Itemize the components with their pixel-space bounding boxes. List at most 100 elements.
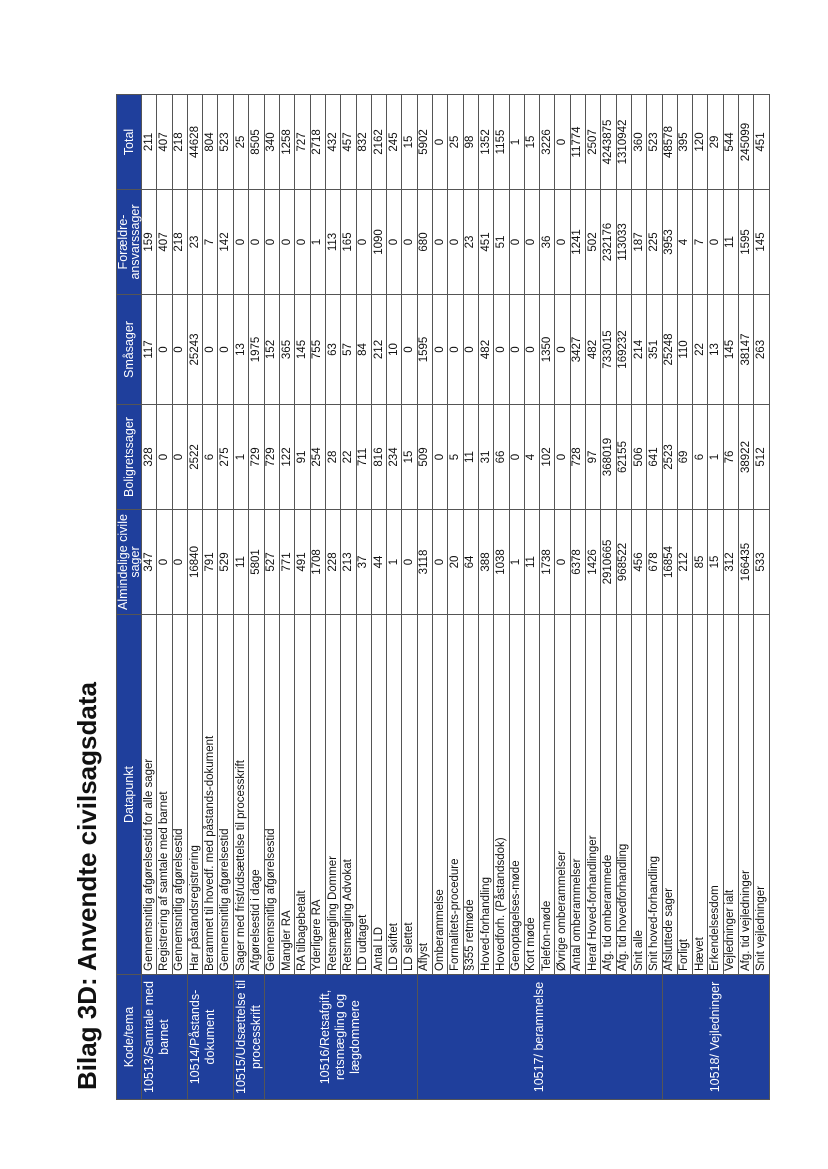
table-row: Øvrige omberammelser 0 0 0 0 0 bbox=[554, 94, 571, 1100]
value-cell: 0 bbox=[233, 189, 249, 295]
value-cell: 0 bbox=[509, 404, 525, 510]
value-cell: 0 bbox=[447, 189, 464, 295]
value-cell: 22 bbox=[340, 404, 357, 510]
value-cell: 2507 bbox=[585, 94, 601, 190]
value-cell: 365 bbox=[279, 294, 295, 405]
value-cell: 23 bbox=[187, 189, 203, 295]
value-cell: 245 bbox=[386, 94, 402, 190]
table-row: Gennemsnitlig afgørelsestid 0 0 0 218 218 bbox=[172, 94, 188, 1100]
value-cell: 212 bbox=[677, 509, 693, 615]
value-cell: 527 bbox=[264, 509, 280, 615]
value-cell: 25 bbox=[447, 94, 464, 190]
value-cell: 13 bbox=[707, 294, 724, 405]
value-cell: 97 bbox=[585, 404, 601, 510]
datapoint-label: Gennemsnitlig afgørelsestid for alle sag… bbox=[141, 614, 157, 975]
table-row: Mangler RA 771 122 365 0 1258 bbox=[279, 94, 295, 1100]
value-cell: 1595 bbox=[738, 189, 754, 295]
datapoint-label: LD skiftet bbox=[386, 614, 402, 975]
title: Bilag 3D: Anvendte civilsagsdata bbox=[72, 682, 102, 1090]
table-row: Berammet til hovedf. med påstands-dokume… bbox=[202, 94, 218, 1100]
value-cell: 85 bbox=[692, 509, 708, 615]
table-row: Gennemsnitlig afgørelsestid 529 275 0 142 523 bbox=[217, 94, 234, 1100]
value-cell: 6378 bbox=[570, 509, 586, 615]
value-cell: 457 bbox=[340, 94, 357, 190]
value-cell: 145 bbox=[294, 294, 311, 405]
value-cell: 0 bbox=[248, 189, 265, 295]
value-cell: 187 bbox=[631, 189, 647, 295]
value-cell: 254 bbox=[310, 404, 326, 510]
datapoint-label: Telefon-møde bbox=[539, 614, 555, 975]
value-cell: 211 bbox=[141, 94, 157, 190]
value-cell: 7 bbox=[692, 189, 708, 295]
value-cell: 482 bbox=[478, 294, 494, 405]
value-cell: 523 bbox=[646, 94, 662, 190]
value-cell: 728 bbox=[570, 404, 586, 510]
value-cell: 22 bbox=[692, 294, 708, 405]
value-cell: 84 bbox=[356, 294, 372, 405]
value-cell: 0 bbox=[432, 404, 448, 510]
datapoint-label: Snit hoved-forhandling bbox=[646, 614, 662, 975]
value-cell: 0 bbox=[264, 189, 280, 295]
datapoint-label: Har påstandsregistrering bbox=[187, 614, 203, 975]
datapoint-label: LD udtaget bbox=[356, 614, 372, 975]
value-cell: 15 bbox=[401, 404, 418, 510]
value-cell: 11 bbox=[233, 509, 249, 615]
value-cell: 36 bbox=[539, 189, 555, 295]
value-cell: 44628 bbox=[187, 94, 203, 190]
value-cell: 1310942 bbox=[616, 94, 632, 190]
value-cell: 212 bbox=[371, 294, 387, 405]
value-cell: 1038 bbox=[493, 509, 510, 615]
table-row: Snit hoved-forhandling 678 641 351 225 523 bbox=[646, 94, 662, 1100]
datapoint-label: Afg. tid vejledninger bbox=[738, 614, 754, 975]
value-cell: 13 bbox=[233, 294, 249, 405]
datapoint-label: Afsluttede sager bbox=[662, 614, 678, 975]
value-cell: 145 bbox=[723, 294, 739, 405]
value-cell: 4243875 bbox=[600, 94, 617, 190]
datapoint-label: Omberammelse bbox=[432, 614, 448, 975]
value-cell: 48578 bbox=[662, 94, 678, 190]
table-row: Hævet 85 6 22 7 120 bbox=[692, 94, 708, 1100]
value-cell: 15 bbox=[524, 94, 540, 190]
datapoint-label: Øvrige omberammelser bbox=[554, 614, 571, 975]
table-body: 10513/Samtale med barnet Gennemsnitlig af… bbox=[141, 94, 770, 1100]
value-cell: 5902 bbox=[417, 94, 433, 190]
value-cell: 1 bbox=[386, 509, 402, 615]
value-cell: 0 bbox=[172, 509, 188, 615]
value-cell: 69 bbox=[677, 404, 693, 510]
value-cell: 44 bbox=[371, 509, 387, 615]
code-cell: 10515/Udsættelse til processkrift bbox=[233, 974, 265, 1100]
value-cell: 122 bbox=[279, 404, 295, 510]
datapoint-label: Erkendelsesdom bbox=[707, 614, 724, 975]
value-cell: 3427 bbox=[570, 294, 586, 405]
value-cell: 506 bbox=[631, 404, 647, 510]
value-cell: 152 bbox=[264, 294, 280, 405]
datapoint-label: Vejledninger ialt bbox=[723, 614, 739, 975]
value-cell: 0 bbox=[294, 189, 311, 295]
value-cell: 37 bbox=[356, 509, 372, 615]
value-cell: 509 bbox=[417, 404, 433, 510]
value-cell: 0 bbox=[202, 294, 218, 405]
value-cell: 451 bbox=[478, 189, 494, 295]
value-cell: 28 bbox=[325, 404, 341, 510]
value-cell: 680 bbox=[417, 189, 433, 295]
value-cell: 432 bbox=[325, 94, 341, 190]
value-cell: 1352 bbox=[478, 94, 494, 190]
value-cell: 0 bbox=[432, 509, 448, 615]
datapoint-label: Afgørelsestid i dage bbox=[248, 614, 265, 975]
value-cell: 3226 bbox=[539, 94, 555, 190]
value-cell: 113 bbox=[325, 189, 341, 295]
value-cell: 1 bbox=[707, 404, 724, 510]
table-row: Erkendelsesdom 15 1 13 0 29 bbox=[707, 94, 724, 1100]
table-row: 10515/Udsættelse til processkrift Sager m… bbox=[233, 94, 265, 1100]
value-cell: 968522 bbox=[616, 509, 632, 615]
value-cell: 1090 bbox=[371, 189, 387, 295]
value-cell: 38147 bbox=[738, 294, 754, 405]
value-cell: 1 bbox=[310, 189, 326, 295]
value-cell: 678 bbox=[646, 509, 662, 615]
value-cell: 2523 bbox=[662, 404, 678, 510]
datapoint-label: Afg. tid omberammede bbox=[600, 614, 617, 975]
table-row: Genoptagelses-møde 1 0 0 0 1 bbox=[509, 94, 525, 1100]
value-cell: 20 bbox=[447, 509, 464, 615]
value-cell: 263 bbox=[753, 294, 770, 405]
datapoint-label: Forligt bbox=[677, 614, 693, 975]
